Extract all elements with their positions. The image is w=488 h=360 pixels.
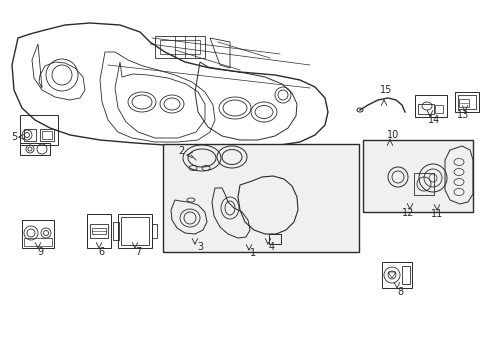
Bar — [20, 115, 58, 145]
Bar — [92, 228, 106, 234]
Text: 13: 13 — [456, 110, 468, 120]
Bar — [458, 99, 468, 107]
Text: 7: 7 — [135, 247, 141, 257]
Bar — [24, 129, 36, 141]
Text: 9: 9 — [37, 247, 43, 257]
Text: 6: 6 — [98, 247, 104, 257]
Text: 2: 2 — [178, 146, 184, 156]
Bar — [362, 140, 472, 212]
Bar — [121, 217, 149, 245]
Text: 1: 1 — [249, 248, 256, 258]
Bar — [414, 95, 446, 117]
Bar — [268, 234, 281, 244]
Bar — [87, 214, 111, 248]
Bar — [90, 224, 108, 238]
Text: 10: 10 — [386, 130, 398, 140]
Bar — [20, 143, 50, 155]
Bar — [155, 36, 204, 58]
Bar — [42, 131, 52, 139]
Bar — [160, 40, 200, 54]
Text: 14: 14 — [427, 115, 439, 125]
Bar — [113, 222, 119, 240]
Bar — [417, 104, 433, 114]
Text: 8: 8 — [396, 287, 402, 297]
Bar — [457, 95, 475, 109]
Bar — [22, 220, 54, 248]
Bar — [381, 262, 411, 288]
Bar — [24, 238, 52, 246]
Text: 11: 11 — [430, 209, 442, 219]
Text: 3: 3 — [197, 242, 203, 252]
Bar — [40, 129, 54, 141]
Bar — [413, 173, 433, 195]
Bar — [434, 105, 442, 113]
Text: 15: 15 — [379, 85, 391, 95]
Bar — [401, 266, 409, 284]
Bar — [454, 92, 478, 112]
Bar — [118, 214, 152, 248]
Bar — [152, 224, 157, 238]
Bar — [163, 144, 358, 252]
Text: 5: 5 — [11, 132, 17, 142]
Text: 12: 12 — [401, 208, 413, 218]
Text: 4: 4 — [268, 242, 274, 252]
